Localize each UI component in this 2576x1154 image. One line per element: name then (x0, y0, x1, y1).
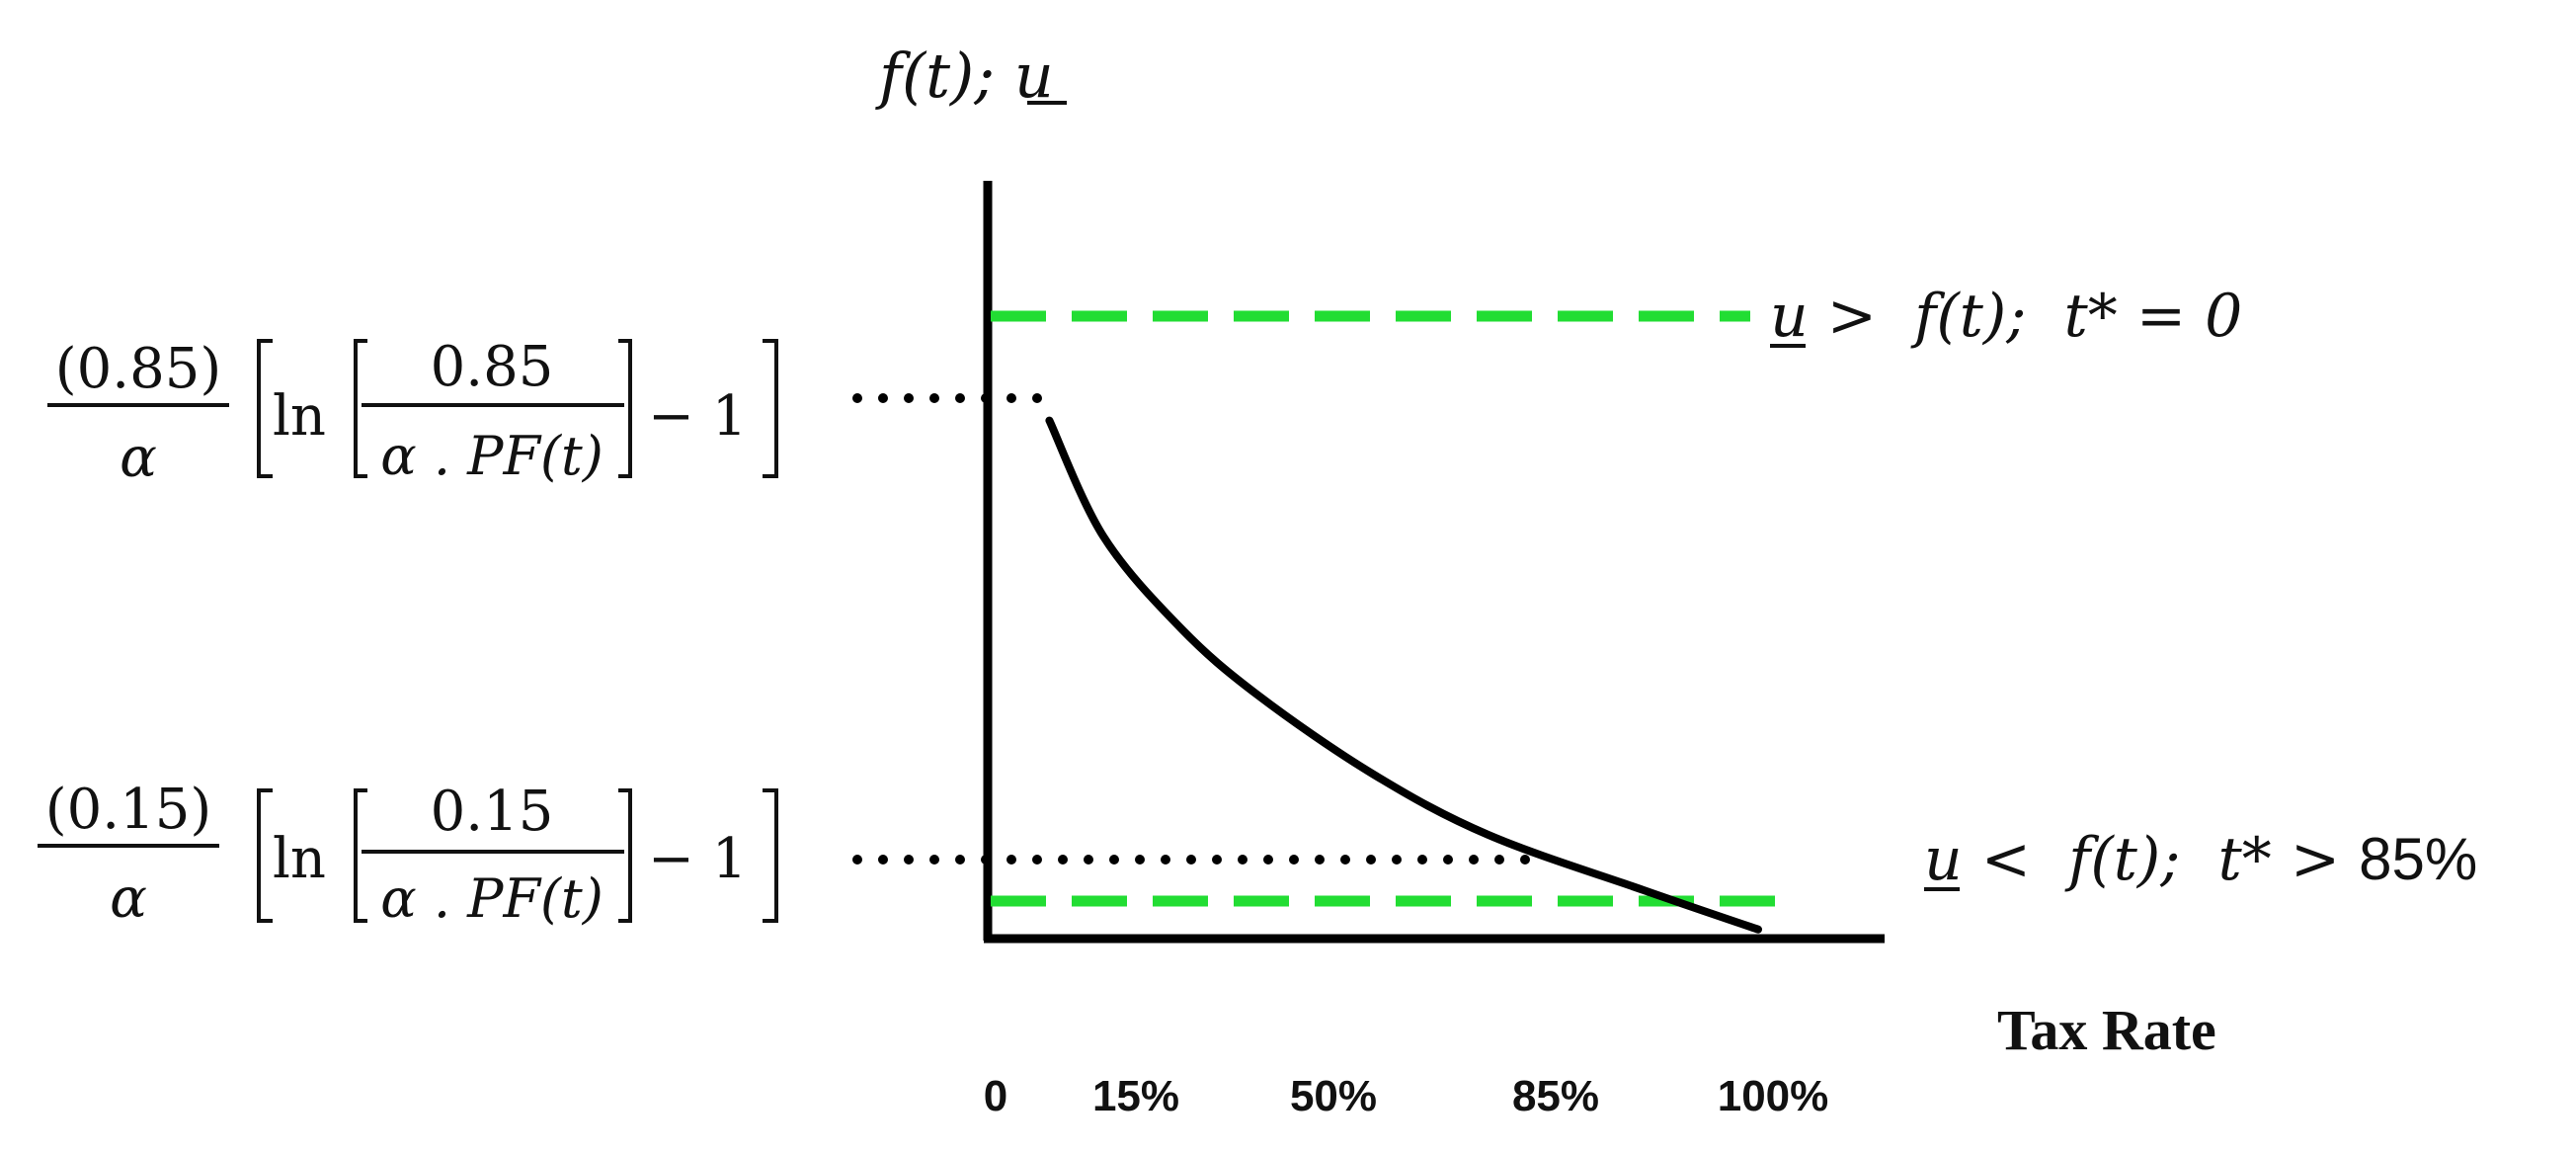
upper-expr-minus-one: − 1 (648, 384, 747, 449)
y-axis-title: f(t); u (875, 40, 1054, 112)
lower-inner-bracket-left (354, 788, 367, 923)
upper-expr-inner-numerator: 0.85 (431, 335, 554, 399)
lower-label-u: u (1924, 825, 1963, 894)
lower-expr-minus-one: − 1 (648, 827, 747, 891)
lower-level-expression: (0.15) α ln 0.15 α . PF(t) − 1 (38, 778, 778, 931)
lower-label-pct: 85% (2359, 826, 2477, 892)
upper-expr-numerator: (0.85) (55, 337, 221, 401)
f-of-t-curve (1045, 416, 1762, 934)
lower-label-rest: < f(t); t* > (1963, 825, 2360, 894)
x-tick-label: 100% (1718, 1072, 1829, 1120)
lower-expr-inner-denominator: α . PF(t) (380, 867, 604, 930)
lower-outer-bracket-left (257, 788, 273, 923)
lower-expr-numerator: (0.15) (45, 778, 211, 842)
upper-inner-bracket-left (354, 339, 367, 478)
x-tick-label: 50% (1290, 1072, 1377, 1120)
upper-inner-bracket-right (618, 339, 632, 478)
x-tick-labels: 0 15% 50% 85% 100% (984, 1072, 1829, 1120)
upper-outer-bracket-right (763, 339, 778, 478)
x-tick-label: 15% (1092, 1072, 1179, 1120)
lower-inner-bracket-right (618, 788, 632, 923)
x-tick-label: 85% (1512, 1072, 1599, 1120)
svg-text:u < f(t); t* > 85%: u < f(t); t* > 85% (1924, 825, 2477, 894)
x-axis-title: Tax Rate (1997, 998, 2216, 1062)
lower-outer-bracket-right (763, 788, 778, 923)
svg-text:u > f(t); t* = 0: u > f(t); t* = 0 (1770, 282, 2242, 351)
lower-expr-inner-numerator: 0.15 (431, 780, 554, 844)
upper-outer-bracket-left (257, 339, 273, 478)
upper-expr-ln: ln (273, 384, 326, 449)
lower-expr-denominator: α (110, 866, 147, 931)
upper-line-label: u > f(t); t* = 0 (1770, 282, 2242, 351)
upper-level-expression: (0.85) α ln 0.85 α . PF(t) − 1 (47, 335, 778, 490)
upper-expr-inner-denominator: α . PF(t) (380, 425, 604, 487)
upper-label-rest: > f(t); t* = 0 (1809, 282, 2243, 351)
lower-expr-ln: ln (273, 827, 326, 891)
lower-line-label: u < f(t); t* > 85% (1924, 825, 2477, 894)
upper-expr-denominator: α (120, 426, 157, 490)
upper-label-u: u (1770, 282, 1809, 351)
x-tick-label: 0 (984, 1072, 1007, 1120)
